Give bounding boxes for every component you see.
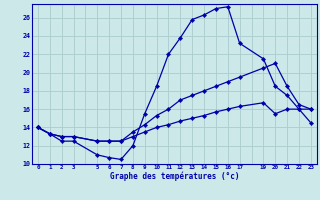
X-axis label: Graphe des températures (°c): Graphe des températures (°c) bbox=[110, 172, 239, 181]
